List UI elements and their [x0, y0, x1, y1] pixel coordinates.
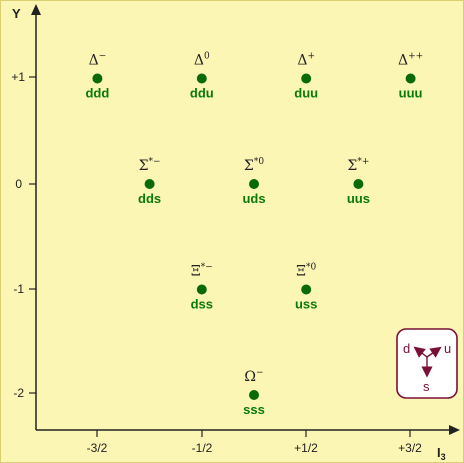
particle-symbol: Δ−: [89, 52, 107, 69]
quark-legend: d u s: [397, 329, 457, 398]
particle-symbol: Ω−: [244, 368, 263, 385]
y-axis-arrow-icon: [31, 4, 41, 15]
particle-symbol-letter: Ω: [244, 369, 256, 385]
legend-s-label: s: [423, 379, 430, 394]
particle-symbol-letter: Δ: [194, 53, 204, 69]
particle-quarks: ddd: [85, 86, 109, 101]
particle-symbol-letter: Σ: [347, 158, 357, 174]
particle-quarks: ddu: [190, 86, 214, 101]
particle-charge: *0: [254, 157, 265, 167]
particle-charge: −: [256, 368, 264, 378]
y-axis-label: Y: [12, 6, 21, 21]
particle-charge: *+: [357, 157, 369, 167]
particle-quarks: uds: [242, 191, 265, 206]
particle-dot: [145, 179, 155, 189]
particle-symbol-letter: Δ: [398, 53, 408, 69]
particle-dss: Ξ*− dss: [191, 263, 213, 312]
particle-symbol-letter: Ξ: [296, 264, 306, 280]
particles-layer: Δ−dddΔ0dduΔ+duuΔ++uuuΣ*−ddsΣ*0udsΣ*+uusΞ…: [85, 52, 423, 418]
x-tick-label: +1/2: [294, 441, 318, 455]
particle-quarks: uss: [295, 297, 317, 312]
particle-charge: *−: [201, 263, 213, 273]
particle-symbol: Ξ*0: [296, 263, 316, 280]
particle-dot: [249, 179, 259, 189]
particle-quarks: duu: [294, 86, 318, 101]
particle-symbol: Δ+: [297, 52, 315, 69]
particle-charge: +: [307, 52, 315, 62]
particle-charge: *−: [149, 157, 161, 167]
particle-quarks: uuu: [399, 86, 423, 101]
particle-dot: [406, 74, 416, 84]
particle-charge: −: [99, 52, 107, 62]
x-axis-label: I3: [437, 445, 446, 462]
legend-d-label: d: [403, 341, 410, 356]
x-axis-label-sub: 3: [441, 452, 446, 462]
particle-charge: ++: [408, 52, 423, 62]
particle-quarks: dss: [191, 297, 213, 312]
particle-uss: Ξ*0 uss: [295, 263, 317, 312]
particle-dot: [92, 74, 102, 84]
particle-dds: Σ*− dds: [138, 157, 161, 206]
particle-symbol: Ξ*−: [191, 263, 213, 280]
particle-symbol-letter: Ξ: [191, 264, 201, 280]
particle-quarks: sss: [243, 402, 265, 417]
particle-symbol: Σ*+: [347, 157, 369, 174]
y-tick-label: 0: [15, 177, 22, 191]
particle-symbol: Δ0: [194, 52, 210, 69]
particle-symbol-letter: Σ: [139, 158, 149, 174]
particle-uuu: Δ++ uuu: [398, 52, 423, 101]
x-ticks: [97, 430, 410, 437]
particle-quarks: dds: [138, 191, 161, 206]
particle-dot: [301, 74, 311, 84]
y-ticks: [29, 77, 36, 393]
particle-charge: 0: [204, 52, 210, 62]
particle-quarks: uus: [347, 191, 370, 206]
particle-symbol: Σ*0: [244, 157, 264, 174]
particle-symbol-letter: Δ: [89, 53, 99, 69]
particle-duu: Δ+ duu: [294, 52, 318, 101]
particle-ddd: Δ− ddd: [85, 52, 109, 101]
x-tick-label: +3/2: [398, 441, 422, 455]
particle-dot: [197, 285, 207, 295]
y-tick-label: +1: [11, 70, 25, 84]
particle-dot: [197, 74, 207, 84]
y-tick-label: -1: [13, 282, 24, 296]
particle-uds: Σ*0 uds: [242, 157, 265, 206]
particle-uus: Σ*+ uus: [347, 157, 370, 206]
particle-dot: [353, 179, 363, 189]
particle-dot: [301, 285, 311, 295]
particle-sss: Ω− sss: [243, 368, 265, 417]
legend-u-label: u: [444, 341, 451, 356]
particle-symbol: Δ++: [398, 52, 423, 69]
particle-ddu: Δ0 ddu: [190, 52, 214, 101]
particle-symbol-letter: Δ: [297, 53, 307, 69]
x-tick-label: -3/2: [87, 441, 108, 455]
x-tick-label: -1/2: [192, 441, 213, 455]
y-tick-label: -2: [13, 386, 24, 400]
particle-charge: *0: [306, 263, 317, 273]
particle-symbol-letter: Σ: [244, 158, 254, 174]
particle-symbol: Σ*−: [139, 157, 161, 174]
particle-dot: [249, 390, 259, 400]
x-axis-arrow-icon: [449, 425, 460, 435]
